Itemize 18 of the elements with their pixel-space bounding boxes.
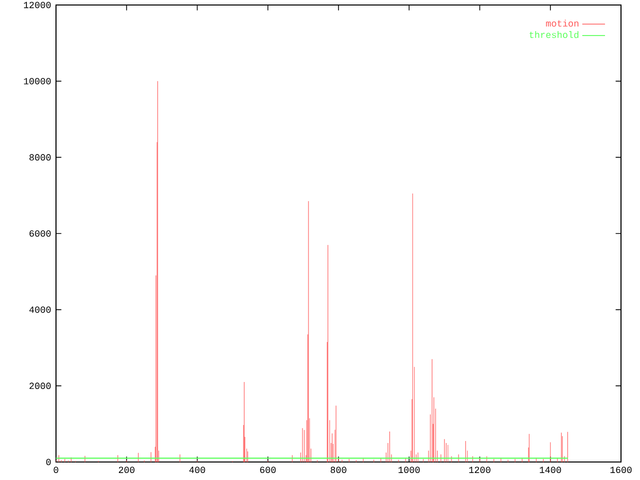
x-tick-label: 1600 — [610, 466, 632, 474]
y-tick-label: 8000 — [29, 154, 51, 160]
x-tick-label: 400 — [189, 466, 206, 474]
x-tick-label: 600 — [260, 466, 276, 474]
x-tick-label: 800 — [330, 466, 346, 474]
y-tick-label: 4000 — [29, 306, 51, 313]
x-tick-label: 1400 — [540, 466, 561, 474]
y-tick-label: 0 — [46, 458, 51, 466]
y-tick-label: 10000 — [24, 78, 51, 84]
legend-label: motion — [546, 20, 578, 27]
legend-label: threshold — [530, 31, 578, 38]
x-tick-label: 200 — [118, 466, 134, 474]
x-tick-label: 0 — [54, 466, 58, 474]
x-tick-label: 1000 — [398, 466, 420, 474]
y-tick-label: 12000 — [24, 2, 51, 8]
y-tick-label: 6000 — [30, 230, 51, 237]
x-tick-label: 1200 — [469, 466, 490, 474]
y-tick-label: 2000 — [30, 382, 51, 389]
